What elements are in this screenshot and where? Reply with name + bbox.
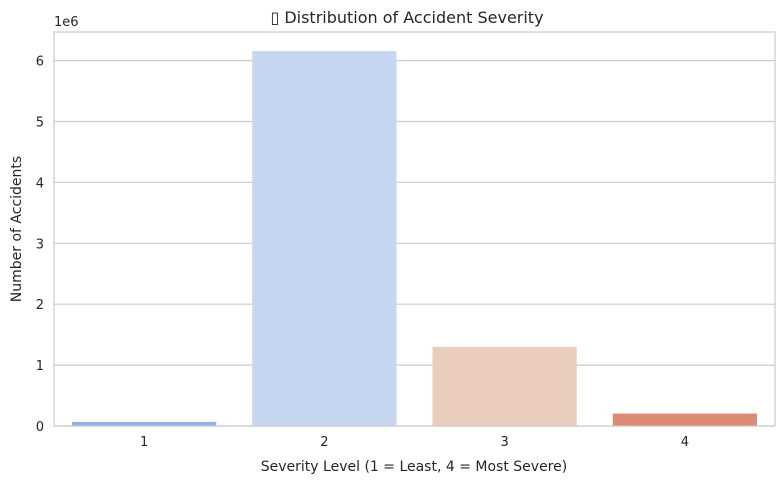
y-tick-label: 5 — [36, 116, 44, 131]
y-tick-label: 6 — [36, 55, 44, 70]
x-tick-label: 3 — [500, 435, 508, 450]
x-tick-label: 2 — [320, 435, 328, 450]
y-tick-labels: 0 1 2 3 4 5 6 — [36, 55, 44, 435]
y-tick-label: 2 — [36, 298, 44, 313]
y-tick-label: 0 — [36, 420, 44, 435]
bar-severity-2 — [252, 51, 397, 427]
y-tick-label: 3 — [36, 237, 44, 252]
plot-frame — [53, 31, 776, 427]
x-axis-label: Severity Level (1 = Least, 4 = Most Seve… — [261, 459, 567, 475]
x-tick-label: 1 — [140, 435, 148, 450]
x-tick-labels: 1 2 3 4 — [140, 435, 689, 450]
chart-title: ▯ Distribution of Accident Severity — [270, 8, 543, 27]
bars — [72, 51, 757, 427]
y-axis-label: Number of Accidents — [9, 156, 25, 302]
y-tick-label: 1 — [36, 359, 44, 374]
bar-severity-4 — [612, 413, 757, 426]
bar-severity-3 — [432, 346, 577, 426]
y-scale-label: 1e6 — [54, 15, 79, 30]
y-gridlines — [54, 60, 775, 427]
bar-severity-1 — [72, 421, 217, 426]
y-tick-label: 4 — [36, 176, 44, 191]
x-tick-label: 4 — [681, 435, 689, 450]
